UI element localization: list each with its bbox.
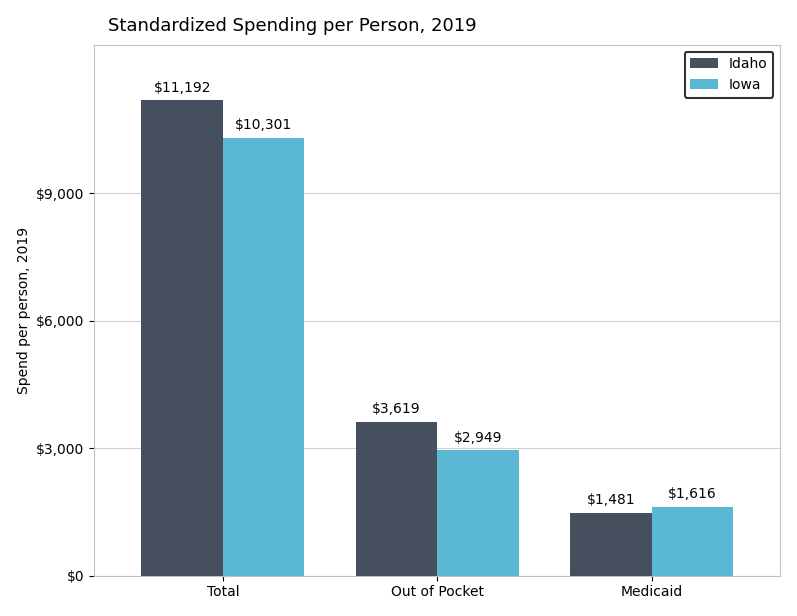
Bar (570, 513, 652, 575)
Text: $1,481: $1,481 (587, 493, 635, 507)
Bar (223, 138, 304, 575)
Text: $11,192: $11,192 (154, 81, 211, 95)
Legend: Idaho, Iowa: Idaho, Iowa (685, 52, 773, 97)
Text: $10,301: $10,301 (235, 118, 292, 132)
Text: $1,616: $1,616 (668, 487, 717, 501)
Bar (438, 450, 519, 575)
Bar (142, 100, 223, 575)
Text: $3,619: $3,619 (372, 402, 421, 416)
Y-axis label: Spend per person, 2019: Spend per person, 2019 (17, 227, 30, 394)
Bar (356, 422, 438, 575)
Bar (652, 507, 733, 575)
Text: Standardized Spending per Person, 2019: Standardized Spending per Person, 2019 (108, 17, 477, 34)
Text: $2,949: $2,949 (453, 431, 502, 445)
